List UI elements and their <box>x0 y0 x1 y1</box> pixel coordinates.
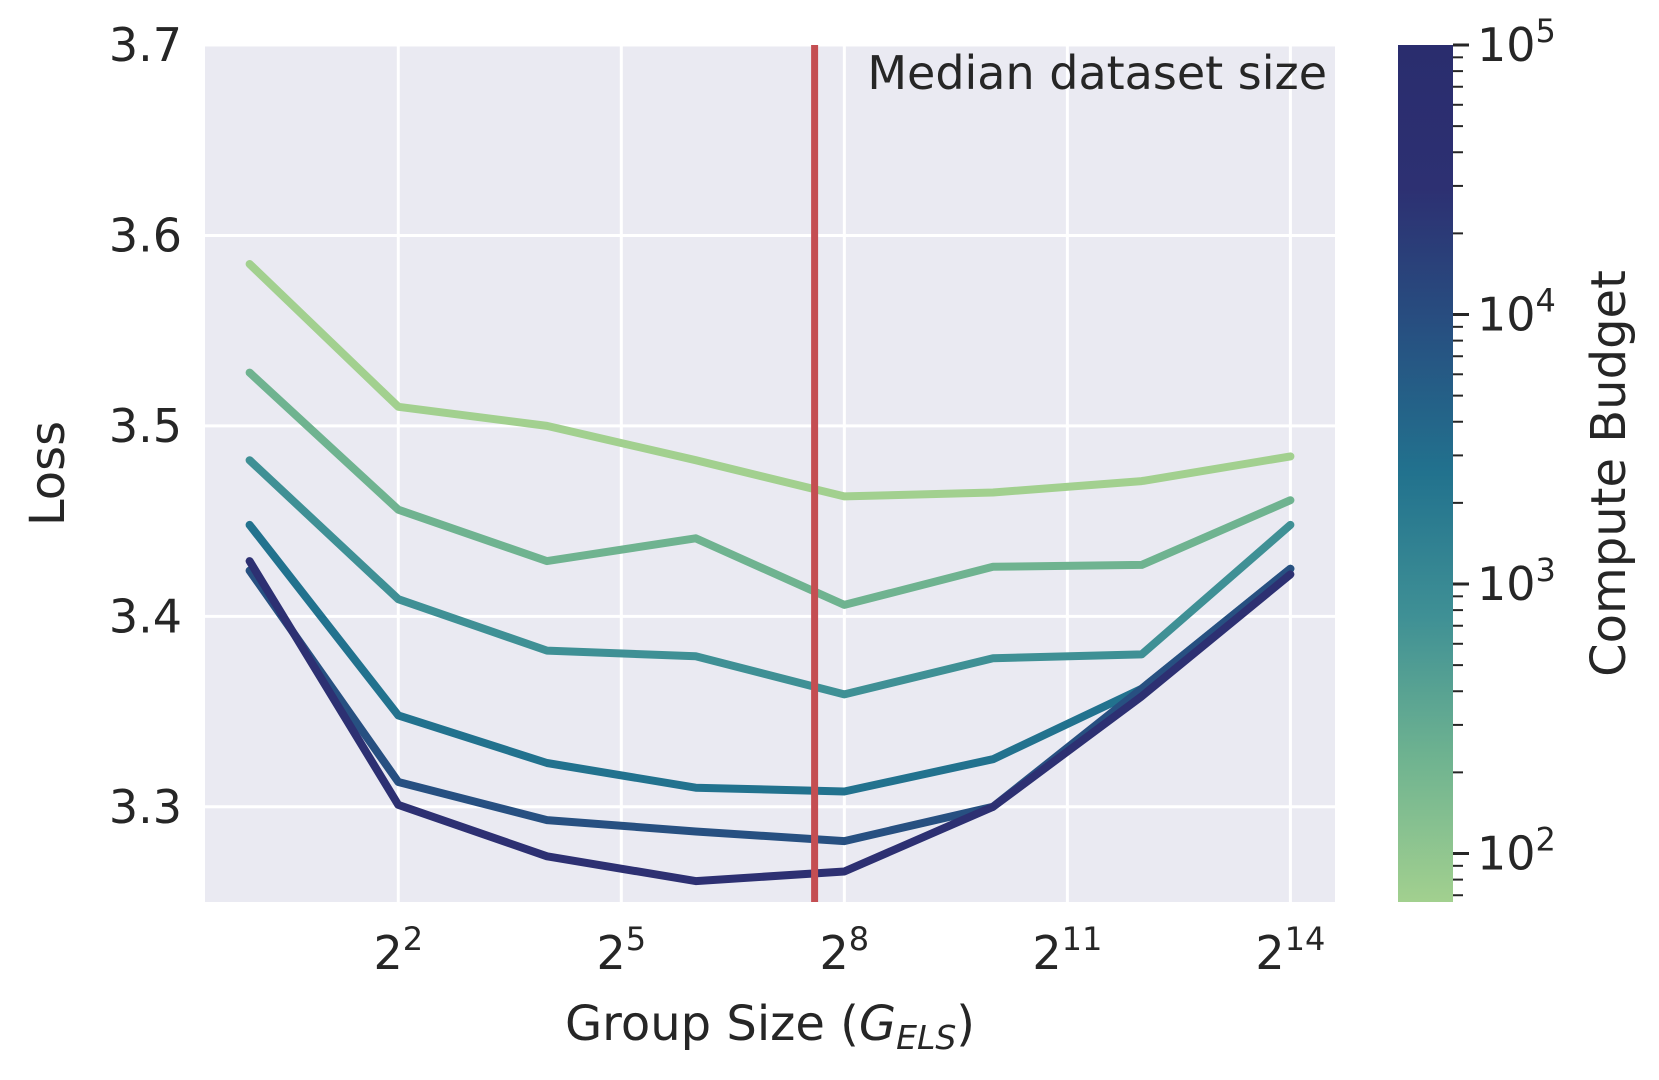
y-tick-label: 3.3 <box>109 780 182 834</box>
y-tick-label: 3.4 <box>109 589 182 643</box>
colorbar-gradient <box>1398 45 1453 902</box>
x-tick-exponent: 8 <box>849 920 869 958</box>
y-axis-label: Loss <box>20 421 76 526</box>
y-tick-label: 3.5 <box>109 399 182 453</box>
series-line-budget-2 <box>245 368 1295 609</box>
colorbar-tick-base: 10 <box>1477 557 1536 611</box>
y-tick-label: 3.7 <box>109 18 182 72</box>
x-axis-label: Group Size (GELS) <box>565 996 975 1057</box>
x-axis-label-close: ) <box>956 996 975 1052</box>
colorbar-label: Compute Budget <box>1581 270 1637 677</box>
x-tick-base: 2 <box>373 926 402 980</box>
x-tick-label: 214 <box>1255 920 1325 980</box>
series-line-budget-6 <box>245 557 1295 886</box>
colorbar-tick-exponent: 4 <box>1536 281 1556 319</box>
series-lines <box>245 260 1295 886</box>
x-axis-label-text: Group Size ( <box>565 996 859 1052</box>
y-axis-ticks: 3.3 3.4 3.5 3.6 3.7 <box>109 18 182 834</box>
x-axis-ticks: 22 25 28 211 214 <box>373 920 1325 980</box>
x-tick-label: 28 <box>820 920 870 980</box>
x-tick-base: 2 <box>1255 926 1284 980</box>
colorbar-tick-base: 10 <box>1477 18 1536 72</box>
x-tick-label: 25 <box>596 920 646 980</box>
median-dataset-label: Median dataset size <box>867 46 1327 100</box>
x-tick-exponent: 11 <box>1062 920 1103 958</box>
colorbar-tick-label: 104 <box>1477 281 1556 341</box>
x-axis-label-math: G <box>859 996 896 1052</box>
x-tick-exponent: 5 <box>626 920 646 958</box>
colorbar-tick-base: 10 <box>1477 826 1536 880</box>
plot-area <box>205 45 1335 902</box>
colorbar-tick-label: 103 <box>1477 551 1556 611</box>
x-tick-exponent: 2 <box>403 920 423 958</box>
series-line-budget-3 <box>245 456 1295 699</box>
colorbar-tick-label: 102 <box>1477 820 1556 880</box>
colorbar-tick-base: 10 <box>1477 287 1536 341</box>
x-tick-label: 211 <box>1032 920 1102 980</box>
x-axis-label-subscript: ELS <box>896 1018 956 1057</box>
annotation: Median dataset size <box>811 45 1327 902</box>
grid <box>205 43 1335 902</box>
colorbar-tick-exponent: 5 <box>1536 12 1556 50</box>
x-tick-label: 22 <box>373 920 423 980</box>
colorbar-tick-exponent: 3 <box>1536 551 1556 589</box>
colorbar-tick-label: 105 <box>1477 12 1556 72</box>
x-tick-base: 2 <box>596 926 625 980</box>
series-line-budget-4 <box>245 520 1295 796</box>
x-tick-base: 2 <box>820 926 849 980</box>
series-line-budget-5 <box>245 564 1295 846</box>
x-tick-base: 2 <box>1032 926 1061 980</box>
y-tick-label: 3.6 <box>109 208 182 262</box>
colorbar-tick-exponent: 2 <box>1536 820 1556 858</box>
series-line-budget-1 <box>245 260 1295 501</box>
x-tick-exponent: 14 <box>1285 920 1326 958</box>
